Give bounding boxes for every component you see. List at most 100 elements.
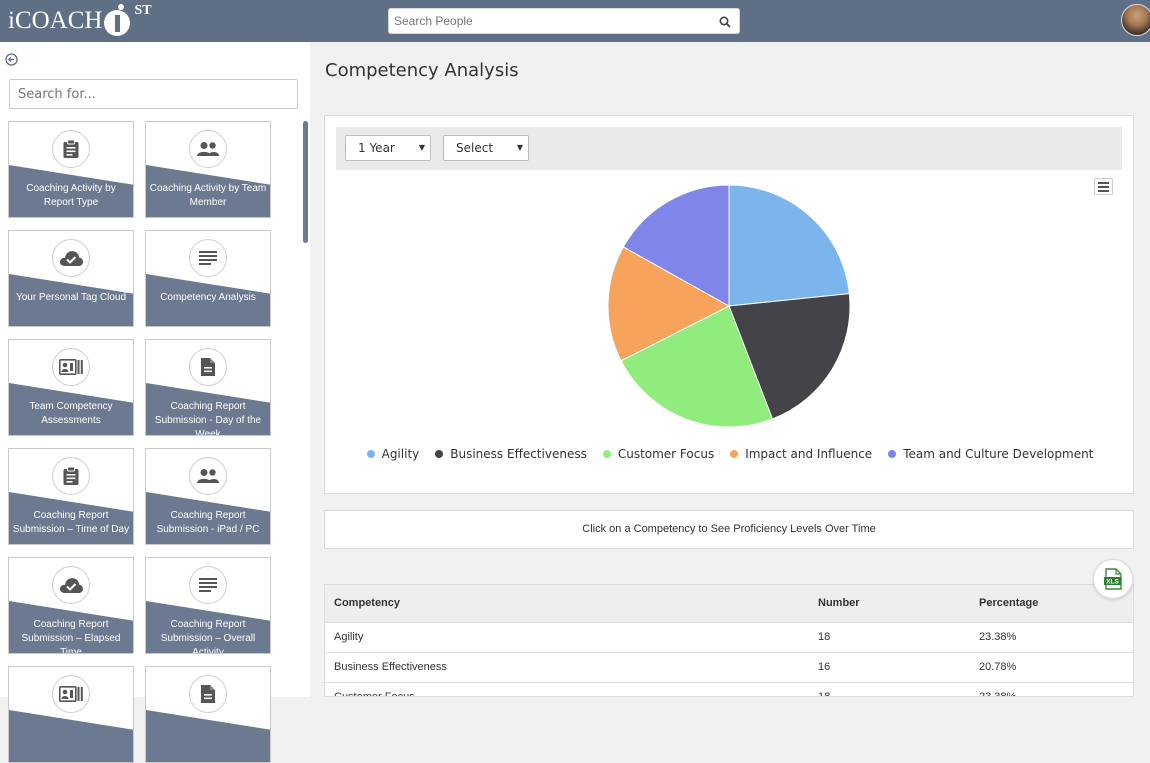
table-cell: 23.38% xyxy=(970,682,1133,696)
hint-text: Click on a Competency to See Proficiency… xyxy=(324,510,1134,549)
logo-sup: ST xyxy=(134,3,152,18)
people-icon xyxy=(189,457,227,495)
logo-text: iCOACH xyxy=(8,7,103,34)
pie-chart[interactable] xyxy=(325,116,1135,495)
cloud-check-icon xyxy=(52,566,90,604)
table-row[interactable]: Customer Focus 18 23.38% xyxy=(325,682,1133,696)
tile-label: Coaching Report Submission – Overall Act… xyxy=(160,619,256,654)
page-title: Competency Analysis xyxy=(325,60,519,81)
legend-item[interactable]: Impact and Influence xyxy=(730,447,872,461)
chart-card: 1 Year ▼ Select ▼ Agility Business Effect… xyxy=(324,115,1134,494)
pie-slice[interactable] xyxy=(728,184,850,307)
tile-label: Team Competency Assessments xyxy=(29,401,113,426)
xls-file-icon: XLS xyxy=(1104,568,1122,590)
cloud-check-icon xyxy=(52,239,90,277)
report-tile[interactable]: Coaching Report Submission – Elapsed Tim… xyxy=(8,557,134,654)
table-cell: 16 xyxy=(809,652,970,683)
sidebar: Coaching Activity by Report Type Coaching… xyxy=(0,42,310,763)
report-tile[interactable]: Coaching Activity by Team Member xyxy=(145,121,271,218)
legend-item[interactable]: Team and Culture Development xyxy=(888,447,1093,461)
period-select-value: 1 Year xyxy=(358,141,395,155)
pie-slice[interactable] xyxy=(607,246,731,362)
app-logo[interactable]: iCOACH ST xyxy=(8,0,152,42)
table-row[interactable]: Agility 18 23.38% xyxy=(325,622,1133,653)
legend-label: Customer Focus xyxy=(617,447,715,461)
chart-legend: Agility Business Effectiveness Customer Fo… xyxy=(325,447,1135,461)
legend-item[interactable]: Business Effectiveness xyxy=(435,447,587,461)
top-bar: iCOACH ST xyxy=(0,0,1150,42)
tile-label: Coaching Report Submission – Elapsed Tim… xyxy=(21,619,121,654)
chart-menu-icon[interactable] xyxy=(1094,178,1113,195)
back-arrow-icon[interactable] xyxy=(5,53,18,71)
tile-label: Coaching Activity by Team Member xyxy=(149,183,267,208)
second-select[interactable]: Select ▼ xyxy=(443,135,529,161)
table-cell: Business Effectiveness xyxy=(325,652,809,683)
legend-label: Team and Culture Development xyxy=(903,447,1094,461)
report-tile[interactable] xyxy=(8,666,134,763)
sidebar-search[interactable] xyxy=(9,79,298,109)
document-icon xyxy=(189,348,227,386)
legend-marker xyxy=(602,450,611,458)
table-cell: 20.78% xyxy=(970,652,1133,683)
clipboard-icon xyxy=(52,457,90,495)
legend-label: Impact and Influence xyxy=(745,447,873,461)
legend-item[interactable]: Agility xyxy=(366,447,420,461)
xls-label: XLS xyxy=(1106,579,1119,586)
legend-label: Agility xyxy=(381,447,420,461)
legend-marker xyxy=(435,450,444,458)
table-cell: 18 xyxy=(809,682,970,696)
report-tile[interactable]: Coaching Activity by Report Type xyxy=(8,121,134,218)
logo-one-icon xyxy=(104,1,132,41)
competency-table-card: Competency Number Percentage Agility 18 … xyxy=(324,584,1134,697)
legend-marker xyxy=(888,450,897,458)
report-tile[interactable]: Team Competency Assessments xyxy=(8,339,134,436)
avatar[interactable] xyxy=(1121,4,1150,36)
table-cell: 23.38% xyxy=(970,622,1133,653)
document-icon xyxy=(189,675,227,713)
competency-table: Competency Number Percentage Agility 18 … xyxy=(325,585,1133,696)
chevron-down-icon: ▼ xyxy=(418,143,425,152)
people-icon xyxy=(189,130,227,168)
export-xls-button[interactable]: XLS xyxy=(1093,559,1133,599)
report-tile[interactable]: Coaching Report Submission – Overall Act… xyxy=(145,557,271,654)
sidebar-scrollbar[interactable] xyxy=(303,121,308,243)
pie-slice[interactable] xyxy=(622,184,730,307)
chevron-down-icon: ▼ xyxy=(516,143,523,152)
table-header-row: Competency Number Percentage xyxy=(325,585,1133,623)
tile-label: Coaching Report Submission - Day of the … xyxy=(154,401,262,436)
tile-label: Coaching Report Submission – Time of Day xyxy=(12,510,130,535)
clipboard-icon xyxy=(52,130,90,168)
id-card-icon xyxy=(52,348,90,386)
report-tile[interactable]: Coaching Report Submission - iPad / PC xyxy=(145,448,271,545)
report-tile[interactable]: Coaching Report Submission – Time of Day xyxy=(8,448,134,545)
table-cell: Customer Focus xyxy=(325,682,809,696)
sidebar-search-input[interactable] xyxy=(10,80,297,108)
legend-item[interactable]: Customer Focus xyxy=(602,447,715,461)
legend-marker xyxy=(366,450,375,458)
search-people-input[interactable] xyxy=(389,9,709,33)
filter-bar: 1 Year ▼ Select ▼ xyxy=(336,127,1122,170)
search-icon[interactable] xyxy=(719,15,731,33)
report-tile[interactable]: Coaching Report Submission - Day of the … xyxy=(145,339,271,436)
period-select[interactable]: 1 Year ▼ xyxy=(345,135,431,161)
main-content: Competency Analysis 1 Year ▼ Select ▼ Ag… xyxy=(310,42,1150,697)
report-tile[interactable]: Competency Analysis xyxy=(145,230,271,327)
pie-slice[interactable] xyxy=(728,293,851,420)
search-people-box[interactable] xyxy=(388,8,740,34)
column-header[interactable]: Number xyxy=(809,585,970,623)
lines-icon xyxy=(189,566,227,604)
second-select-value: Select xyxy=(456,141,494,155)
report-tile[interactable]: Your Personal Tag Cloud xyxy=(8,230,134,327)
id-card-icon xyxy=(52,675,90,713)
lines-icon xyxy=(189,239,227,277)
table-row[interactable]: Business Effectiveness 16 20.78% xyxy=(325,652,1133,683)
legend-label: Business Effectiveness xyxy=(450,447,587,461)
column-header[interactable]: Competency xyxy=(325,585,809,623)
report-tile[interactable] xyxy=(145,666,271,763)
pie-slice[interactable] xyxy=(620,305,774,428)
tile-label: Your Personal Tag Cloud xyxy=(15,292,127,303)
legend-marker xyxy=(730,450,739,458)
tile-label: Competency Analysis xyxy=(160,292,256,303)
tile-label: Coaching Activity by Report Type xyxy=(26,183,116,208)
table-cell: Agility xyxy=(325,622,809,653)
